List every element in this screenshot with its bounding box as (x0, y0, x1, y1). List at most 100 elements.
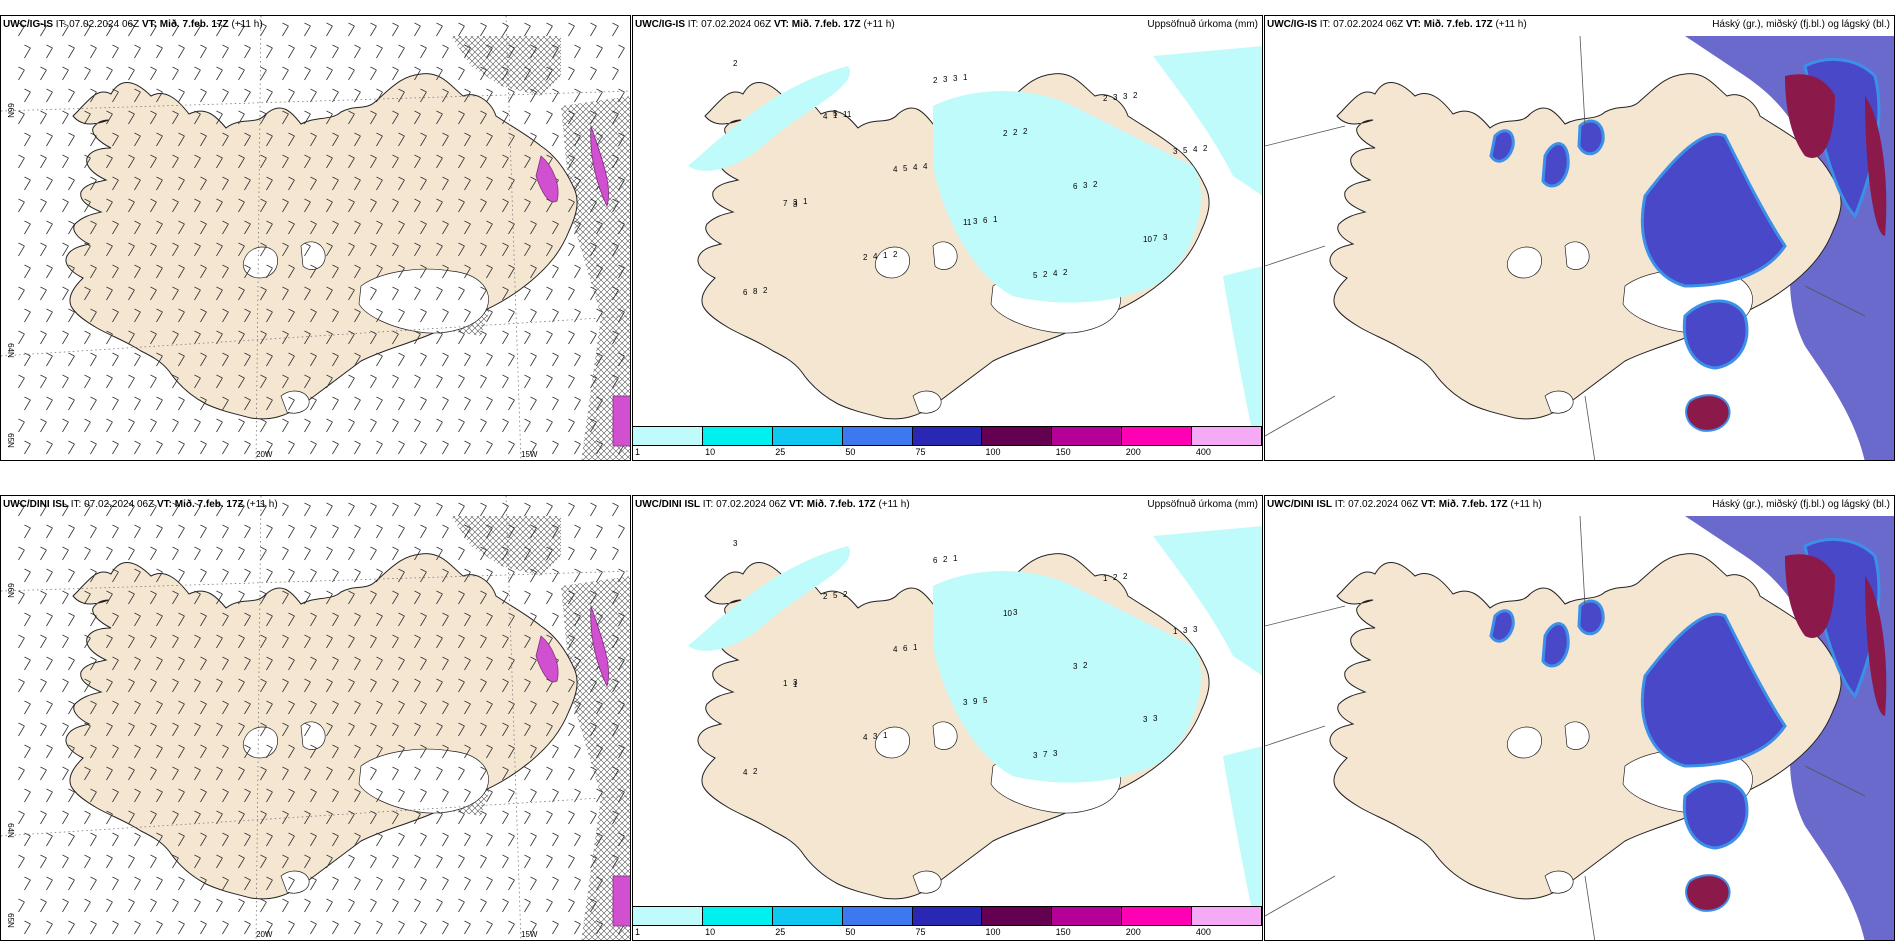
precip-value-label: 8 (753, 287, 758, 296)
valid-time: Mið. 7.feb. 17Z (791, 19, 861, 30)
legend-tick-label: 100 (985, 927, 1001, 937)
lat-label-65n: 65N (5, 913, 15, 928)
precip-value-label: 6 (933, 556, 938, 565)
precip-value-label: 3 (953, 74, 958, 83)
precip-value-label: 2 (1133, 91, 1138, 100)
graticule (1, 16, 630, 460)
lon-label-15w: 15W (521, 930, 538, 939)
precip-value-label: 2 (823, 592, 828, 601)
legend-swatch (982, 427, 1053, 445)
precip-value-label: 3 (793, 678, 798, 687)
init-time: IT: 07.02.2024 06Z (70, 499, 155, 510)
low-cloud-dense-region (1865, 576, 1887, 716)
precip-value-label: 7 (783, 199, 788, 208)
lon-label-20w: 20W (256, 930, 273, 939)
wind-barbs (18, 502, 625, 935)
init-time: IT: 07.02.2024 06Z (1319, 19, 1404, 30)
strong-wind-region (590, 605, 609, 688)
precip-value-label: 1 (883, 731, 888, 740)
precip-value-label: 2 (943, 555, 948, 564)
precip-value-label: 2 (863, 253, 868, 262)
legend-tick-label: 100 (985, 447, 1001, 457)
precip-value-label: 2 (1103, 94, 1108, 103)
init-time: IT: 07.02.2024 06Z (1334, 499, 1419, 510)
wind-barbs (18, 22, 625, 455)
panel-header: UWC/DINI ISL IT: 07.02.2024 06Z VT: Mið.… (635, 499, 910, 510)
legend-swatch (633, 427, 703, 445)
precip-value-label: 5 (833, 591, 838, 600)
precip-value-label: 2 (763, 286, 768, 295)
legend-tick-label: 10 (705, 927, 716, 937)
legend-swatch (702, 427, 773, 445)
legend-swatch (1122, 427, 1193, 445)
low-cloud-dense-region (1785, 74, 1835, 158)
precip-value-label: 9 (973, 697, 978, 706)
precip-value-label: 5 (1183, 146, 1188, 155)
valid-time-label: VT: (141, 19, 157, 30)
legend-swatch (633, 907, 703, 925)
panel-header: UWC/IG-IS IT: 07.02.2024 06Z VT: Mið. 7.… (3, 19, 263, 30)
precip-value-label: 2 (1083, 661, 1088, 670)
precip-value-label: 2 (843, 590, 848, 599)
precip-value-label: 1 (803, 197, 808, 206)
legend-swatch (842, 427, 913, 445)
precip-value-label: 4 (1193, 145, 1198, 154)
model-name: UWC/IG-IS (3, 19, 53, 30)
precip-value-label: 3 (873, 732, 878, 741)
strong-wind-region (535, 155, 559, 203)
precip-value-label: 6 (903, 644, 908, 653)
model-name: UWC/IG-IS (1267, 19, 1317, 30)
legend-swatch (1052, 907, 1123, 925)
precip-value-label: 7 (1043, 750, 1048, 759)
panel-header: UWC/IG-IS IT: 07.02.2024 06Z VT: Mið. 7.… (635, 19, 895, 30)
precip-value-label: 2 (1003, 129, 1008, 138)
legend-tick-label: 200 (1125, 447, 1141, 457)
precip-value-label: 10 (1003, 609, 1012, 618)
wind-map (1, 16, 630, 460)
hatched-region (451, 36, 561, 96)
precip-value-label: 10 (1143, 235, 1152, 244)
lead-time: (+11 h) (1510, 499, 1542, 510)
precip-value-label: 3 (963, 698, 968, 707)
legend-swatch (772, 907, 843, 925)
lat-label-65n: 65N (5, 433, 15, 448)
precip-value-label: 1 (833, 111, 838, 120)
legend-tick-label: 1 (635, 447, 641, 457)
precip-value-label: 1 (783, 679, 788, 688)
cloud-map (1265, 35, 1894, 460)
precip-map: 2441152332226106153235743237811464343132… (688, 46, 1262, 436)
precip-value-label: 4 (893, 165, 898, 174)
precip-value-label: 11 (843, 110, 852, 119)
graticule (1265, 515, 1866, 940)
wind-map (1, 496, 630, 940)
precip-value-label: 11 (963, 218, 972, 227)
precip-value-label: 6 (743, 288, 748, 297)
precip-value-label: 4 (893, 645, 898, 654)
precip-areas (688, 46, 1262, 436)
low-cloud-dense-region (1685, 394, 1731, 432)
panel-header: UWC/DINI ISL IT: 07.02.2024 06Z VT: Mið.… (1267, 499, 1542, 510)
precip-value-label: 3 (793, 198, 798, 207)
precip-value-label: 3 (1113, 93, 1118, 102)
precip-value-label: 3 (973, 217, 978, 226)
precip-value-label: 3 (1173, 147, 1178, 156)
precip-value-label: 5 (983, 696, 988, 705)
precip-areas (688, 526, 1262, 916)
precip-map-panel: 2 4 4 11 5 2 3 3 2 2 2 6 10 6 1 5 3 2 3 5 7 4 3 2 3 7 8 11 4 6 4 3 4 3 1 3 2… (632, 15, 1263, 461)
model-name: UWC/IG-IS (635, 19, 685, 30)
precip-value-label: 2 (1203, 144, 1208, 153)
precip-value-label: 3 (1143, 715, 1148, 724)
legend-tick-label: 200 (1125, 927, 1141, 937)
legend-tick-label: 1 (635, 927, 641, 937)
legend-tick-label: 75 (915, 447, 926, 457)
precip-map-panel: 3 2 4 3 3 1 1 1 4 6 10 3 3 4 5 6 9 7 2 3 1 3 2 3 2 3 2 2 1 5 3 2 3 3 1 1 1 10… (632, 495, 1263, 941)
precip-value-label: 1 (993, 215, 998, 224)
lat-label-64n: 64N (5, 343, 15, 358)
precip-value-label: 3 (943, 75, 948, 84)
precip-value-label: 2 (733, 59, 738, 68)
hatched-region (561, 576, 630, 940)
lat-label-66n: 66N (5, 103, 15, 118)
precip-value-label: 4 (913, 163, 918, 172)
lead-time: (+11 h) (878, 499, 910, 510)
